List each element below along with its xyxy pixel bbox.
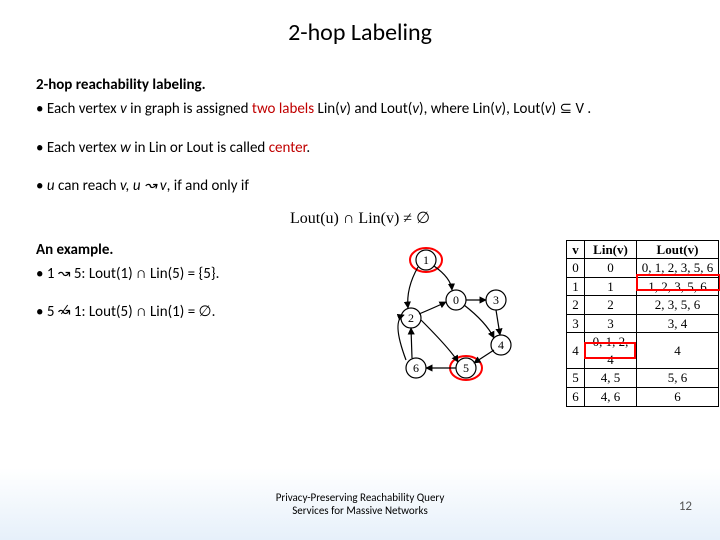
t: . [306,139,310,157]
t: , if and only if [167,177,249,195]
var-v: v [545,100,552,118]
table-row: 000, 1, 2, 3, 5, 6 [567,259,719,278]
table-cell: 0, 1, 2, 4 [585,333,637,369]
svg-text:2: 2 [408,311,414,325]
table-cell: 1, 2, 3, 5, 6 [637,277,719,296]
table-cell: 4, 5 [585,369,637,388]
t: ), where Lin( [419,100,495,118]
bullet-ex2: 5 1: Lout(5) ∩ Lin(1) = ∅. [36,302,336,322]
var-v: v [120,100,127,118]
var-u: u [47,177,55,195]
table-cell: 1 [567,277,585,296]
th-lin: Lin(v) [585,240,637,259]
t: Each vertex [47,100,120,118]
table-cell: 2 [567,296,585,315]
labels-table: v Lin(v) Lout(v) 000, 1, 2, 3, 5, 6111, … [566,240,719,407]
bullet-2: Each vertex w in Lin or Lout is called c… [36,138,684,158]
th-lout: Lout(v) [637,240,719,259]
table-cell: 2 [585,296,637,315]
table-cell: 4 [567,333,585,369]
example-row: An example. 1 ↝ 5: Lout(1) ∩ Lin(5) = {5… [36,240,684,410]
footer-text: Privacy-Preserving Reachability Query Se… [276,491,445,517]
not-reach-symbol [58,302,71,322]
page-number: 12 [679,499,692,514]
svg-text:1: 1 [423,253,429,267]
table-cell: 6 [637,387,719,406]
t: ), Lout( [502,100,545,118]
table-row: 111, 2, 3, 5, 6 [567,277,719,296]
example-heading: An example. [36,240,336,260]
table-cell: 0 [567,259,585,278]
svg-text:6: 6 [413,361,419,375]
t: ) and Lout( [346,100,412,118]
table-cell: 4 [637,333,719,369]
table-cell: 3 [567,314,585,333]
table-row: 54, 55, 6 [567,369,719,388]
t: ) ⊆ V . [552,100,592,118]
table-row: 64, 66 [567,387,719,406]
table-cell: 3, 4 [637,314,719,333]
table-cell: 0 [585,259,637,278]
svg-text:4: 4 [498,338,504,352]
var-v: v, u ↝ v [120,177,167,195]
t: can reach [55,177,120,195]
definition-heading: 2-hop reachability labeling. [36,75,684,95]
labels-table-wrap: v Lin(v) Lout(v) 000, 1, 2, 3, 5, 6111, … [566,240,720,407]
table-cell: 3 [585,314,637,333]
table-cell: 6 [567,387,585,406]
t: Lin( [314,100,340,118]
svg-text:0: 0 [453,293,459,307]
two-labels: two labels [252,100,314,118]
svg-text:5: 5 [463,361,469,375]
graph-diagram: 1 0 2 3 4 5 6 [356,240,546,410]
table-cell: 0, 1, 2, 3, 5, 6 [637,259,719,278]
slide-body: 2-hop reachability labeling. Each vertex… [0,47,720,410]
center-word: center [269,139,307,157]
bullet-1: Each vertex v in graph is assigned two l… [36,99,684,119]
th-v: v [567,240,585,259]
table-cell: 4, 6 [585,387,637,406]
table-row: 333, 4 [567,314,719,333]
ex1-text: 1 ↝ 5: Lout(1) ∩ Lin(5) = {5}. [47,264,336,284]
table-cell: 1 [585,277,637,296]
footer-band: Privacy-Preserving Reachability Query Se… [0,468,720,540]
table-row: 40, 1, 2, 44 [567,333,719,369]
table-cell: 5, 6 [637,369,719,388]
footer-line1: Privacy-Preserving Reachability Query [276,491,445,504]
formula: Lout(u) ∩ Lin(v) ≠ ∅ [36,208,684,230]
svg-text:3: 3 [493,293,499,307]
footer-line2: Services for Massive Networks [276,504,445,517]
table-cell: 5 [567,369,585,388]
t: Each vertex [47,139,120,157]
bullet-ex1: 1 ↝ 5: Lout(1) ∩ Lin(5) = {5}. [36,264,336,284]
t: in graph is assigned [127,100,252,118]
table-cell: 2, 3, 5, 6 [637,296,719,315]
var-w: w [120,139,131,157]
var-v: v [495,100,502,118]
table-row: 222, 3, 5, 6 [567,296,719,315]
slide-title: 2-hop Labeling [0,0,720,47]
bullet-3: u can reach v, u ↝ v, if and only if [36,176,684,196]
t: 5 [47,303,58,321]
t: 1: Lout(5) ∩ Lin(1) = ∅. [70,303,215,321]
t: in Lin or Lout is called [131,139,269,157]
